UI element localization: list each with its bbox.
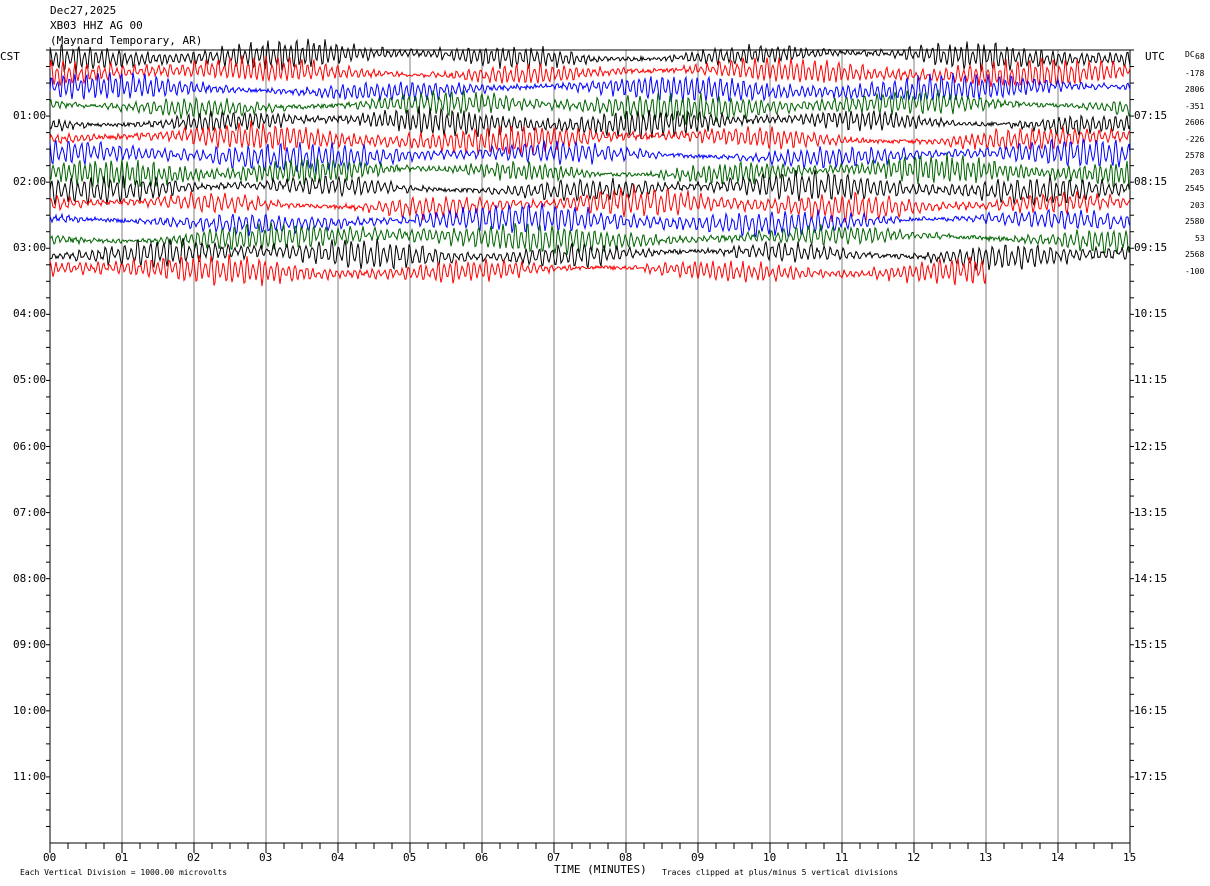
dc-offset-value: -100	[1185, 266, 1205, 276]
x-tick-label: 05	[403, 851, 417, 864]
cst-hour-label: 06:00	[13, 439, 47, 453]
dc-offset-value: 2568	[1185, 250, 1205, 260]
utc-hour-label: 09:15	[1134, 241, 1168, 255]
dc-offset-value: 203	[1190, 200, 1205, 210]
cst-hour-label: 05:00	[13, 373, 47, 387]
utc-hour-label: 10:15	[1134, 307, 1168, 321]
x-tick-label: 02	[187, 851, 201, 864]
x-tick-label: 12	[907, 851, 921, 864]
cst-hour-label: 01:00	[13, 109, 47, 123]
utc-hour-label: 07:15	[1134, 109, 1168, 123]
cst-hour-label: 10:00	[13, 703, 47, 717]
trace-13	[49, 254, 987, 287]
utc-hour-label: 12:15	[1134, 439, 1168, 453]
utc-hour-label: 15:15	[1134, 637, 1168, 651]
dc-offset-value: 2806	[1185, 85, 1205, 95]
x-tick-label: 15	[1123, 851, 1137, 864]
trace-7	[49, 152, 1131, 191]
dc-offset-value: 53	[1195, 233, 1205, 243]
utc-hour-label: 16:15	[1134, 703, 1168, 717]
utc-label: UTC	[1145, 50, 1165, 63]
x-tick-label: 06	[475, 851, 489, 864]
scale-note: Each Vertical Division = 1000.00 microvo…	[20, 868, 228, 877]
x-tick-label: 09	[691, 851, 705, 864]
x-tick-label: 11	[835, 851, 849, 864]
dc-offset-value: -178	[1185, 68, 1205, 78]
trace-11	[49, 221, 1131, 255]
trace-12	[49, 237, 1131, 272]
utc-hour-label: 08:15	[1134, 175, 1168, 189]
cst-hour-label: 07:00	[13, 505, 47, 519]
station-location: (Maynard Temporary, AR)	[50, 34, 203, 47]
cst-hour-label: 09:00	[13, 637, 47, 651]
trace-8	[49, 169, 1131, 207]
cst-hour-label: 04:00	[13, 307, 47, 321]
dc-offset-value: 203	[1190, 167, 1205, 177]
x-tick-label: 08	[619, 851, 633, 864]
utc-hour-label: 13:15	[1134, 505, 1168, 519]
x-tick-label: 10	[763, 851, 777, 864]
dc-offset-value: 2578	[1185, 151, 1205, 161]
cst-hour-label: 11:00	[13, 769, 47, 783]
dc-offset-value: -351	[1185, 101, 1205, 111]
trace-3	[49, 89, 1131, 125]
trace-0	[49, 38, 1131, 74]
x-axis-title: TIME (MINUTES)	[554, 863, 647, 876]
cst-hour-label: 03:00	[13, 241, 47, 255]
x-tick-label: 14	[1051, 851, 1065, 864]
x-tick-label: 03	[259, 851, 273, 864]
utc-hour-label: 17:15	[1134, 769, 1168, 783]
dc-offset-value: -226	[1185, 134, 1205, 144]
trace-10	[49, 202, 1131, 239]
x-tick-label: 01	[115, 851, 129, 864]
utc-hour-label: 14:15	[1134, 571, 1168, 585]
trace-5	[49, 120, 1131, 156]
trace-2	[49, 72, 1131, 103]
dc-offset-value: 2580	[1185, 217, 1205, 227]
utc-hour-label: 11:15	[1134, 373, 1168, 387]
x-tick-label: 07	[547, 851, 561, 864]
trace-6	[49, 138, 1131, 175]
x-tick-label: 13	[979, 851, 993, 864]
dc-offset-value: 2606	[1185, 118, 1205, 128]
dc-offset-value: 68	[1195, 52, 1205, 61]
x-tick-label: 00	[43, 851, 57, 864]
dc-label: DC	[1185, 50, 1195, 59]
trace-1	[49, 55, 1131, 88]
x-tick-label: 04	[331, 851, 345, 864]
cst-hour-label: 08:00	[13, 571, 47, 585]
trace-4	[49, 106, 1131, 139]
trace-9	[49, 184, 1131, 223]
dc-offset-value: 2545	[1185, 184, 1205, 194]
plot-date: Dec27,2025	[50, 4, 117, 17]
station-code: XB03 HHZ AG 00	[50, 19, 143, 32]
cst-label: CST	[0, 50, 20, 63]
clip-note: Traces clipped at plus/minus 5 vertical …	[662, 868, 899, 877]
cst-hour-label: 02:00	[13, 175, 47, 189]
